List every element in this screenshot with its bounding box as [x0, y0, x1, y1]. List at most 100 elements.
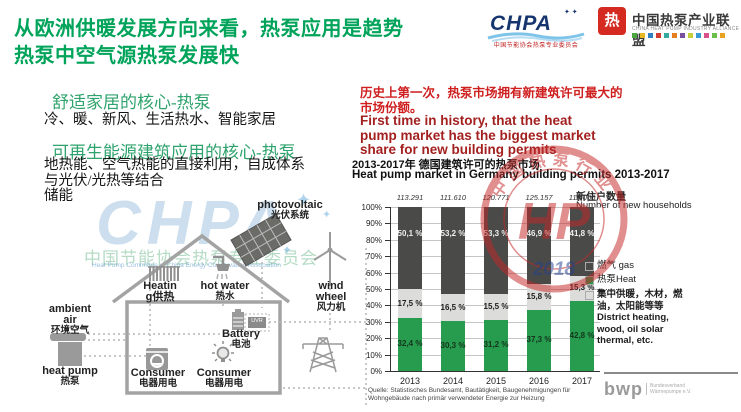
slide-title: 从欧洲供暖发展方向来看，热泵应用是趋势 热泵中空气源热泵发展快 [14, 16, 484, 70]
star-icon: ✦ ✦ [564, 9, 578, 16]
bar-segment-label: 42,8 % [569, 330, 595, 340]
star-icon: ✦ [282, 243, 293, 257]
bar-segment [484, 294, 508, 320]
bar-segment [441, 294, 465, 322]
strip-color-square [720, 33, 725, 38]
strip-color-square [680, 33, 685, 38]
bar-segment-label: 37,3 % [526, 335, 552, 345]
callout-en-line1: First time in history, that the heat [360, 113, 573, 128]
bar-segment-label: 17,5 % [397, 298, 423, 308]
callout-zh-line1: 历史上第一次，热泵市场拥有新建筑许可最大的 [360, 86, 623, 100]
house-body [125, 300, 282, 395]
legend-label: wood, oil solar [597, 323, 664, 335]
strip-color-square [640, 33, 645, 38]
left-heading-1: 舒适家居的核心-热泵 [52, 93, 211, 112]
bar-segment-label: 31,2 % [483, 340, 509, 350]
label-hot-water-en: hot water [200, 280, 250, 292]
bwp-logo-caption: Bundesverband Wärmepumpe e.V. [646, 383, 691, 395]
bar-segment [441, 207, 465, 295]
strip-color-square [656, 33, 661, 38]
label-hot-water-zh: 热水 [215, 292, 235, 302]
alliance-logo-mark-icon: 热 [598, 7, 626, 35]
left-body-2-line1: 地热能、空气热能的直接利用，自成体系 [44, 157, 305, 173]
strip-color-square [688, 33, 693, 38]
y-tick-label: 30% [365, 317, 382, 327]
y-tick [385, 338, 390, 340]
bar-total-label: 120.771 [482, 193, 510, 202]
callout-en: First time in history, that the heat pum… [360, 113, 690, 158]
slide-title-line2: 热泵中空气源热泵发展快 [14, 45, 240, 67]
y-tick [385, 321, 390, 323]
radiator-icon [148, 266, 180, 281]
label-photovoltaic-zh: 光伏系统 [270, 211, 309, 221]
left-body-2: 地热能、空气热能的直接利用，自成体系 与光伏/光热等结合 储能 [44, 157, 305, 205]
chart-note-en: Number of new households [576, 200, 692, 211]
y-tick [385, 207, 390, 208]
label-wind-line1: wind [318, 280, 344, 292]
label-battery-zh: 电池 [231, 340, 251, 350]
y-tick [385, 354, 390, 356]
y-tick-label: 70% [365, 252, 382, 262]
y-tick [385, 289, 390, 290]
bar-segment-label: 16,5 % [440, 302, 466, 312]
bar-segment-label: 15,8 % [526, 291, 552, 301]
label-consumer-2: Consumer 电器用电 [194, 368, 254, 390]
connection-lines [84, 248, 367, 406]
strip-color-square [632, 33, 637, 38]
callout-en-line2: pump market has the biggest market [360, 127, 596, 143]
gridline [390, 371, 600, 372]
bar-total-label: 125.157 [525, 193, 553, 202]
x-axis-label: 2017 [571, 376, 593, 386]
bar-segment [441, 321, 465, 371]
star-icon: ✦ [322, 209, 332, 221]
left-body-1: 冷、暖、新风、生活热水、智能家居 [44, 112, 276, 128]
label-heating-line1: Heatin [143, 280, 177, 292]
y-axis [390, 207, 392, 371]
bar-total-label: 113.291 [396, 193, 424, 202]
bar-segment-label: 50,1 % [397, 229, 423, 238]
y-tick [385, 256, 390, 258]
label-heat-pump-zh: 热泵 [60, 377, 80, 387]
bar-segment [570, 300, 594, 371]
bar-segment [398, 289, 422, 318]
bar-segment [484, 207, 508, 295]
left-body-2-line3: 储能 [44, 188, 73, 204]
bwp-caption-line1: Bundesverband [650, 383, 686, 389]
chpa-logo-caption: 中国节能协会热泵专业委员会 [493, 43, 579, 49]
label-consumer-1: Consumer 电器用电 [128, 368, 188, 390]
y-tick-label: 50% [365, 285, 382, 294]
label-consumer2-en: Consumer [196, 367, 252, 379]
bar-total-label: 111.610 [440, 193, 466, 202]
shower-icon [213, 255, 230, 280]
chpa-logo: CHPA ✦ ✦ 中国节能协会热泵专业委员会 [480, 6, 592, 50]
x-axis-label: 2015 [485, 376, 507, 386]
callout-zh: 历史上第一次，热泵市场拥有新建筑许可最大的 市场份额。 [360, 86, 690, 115]
alliance-name-en: CHINA HEAT PUMP INDUSTRY ALLIANCE [632, 26, 740, 32]
y-tick-label: 10% [365, 350, 382, 360]
solar-panel-icon [230, 213, 292, 267]
legend-label: 热泵Heat [597, 274, 637, 285]
y-tick [385, 239, 390, 241]
bar-segment-label: 15,5 % [483, 302, 509, 312]
y-tick-label: 80% [365, 235, 382, 245]
label-uvr: UVR [251, 318, 263, 324]
strip-color-square [704, 33, 709, 38]
heat-pump-icon [50, 333, 86, 366]
legend-label: thermal, etc. [597, 335, 653, 347]
slide-title-line1: 从欧洲供暖发展方向来看，热泵应用是趋势 [14, 18, 404, 40]
bar-segment [398, 207, 422, 290]
left-heading-2: 可再生能源建筑应用的核心-热泵 [52, 143, 296, 162]
bar-segment-label: 32,4 % [397, 339, 423, 349]
legend-swatch [585, 291, 594, 300]
label-ambient-line1: ambient [48, 303, 92, 315]
strip-color-square [672, 33, 677, 38]
label-ambient-line2: air [63, 314, 77, 326]
washing-machine-icon [146, 348, 168, 370]
chpa-watermark-en: Heat Pump Committee of China Energy Cons… [92, 262, 281, 269]
x-axis-label: 2014 [442, 376, 464, 386]
y-tick [385, 371, 390, 372]
y-tick [385, 305, 390, 307]
label-hot-water: hot water 热水 [195, 281, 255, 303]
label-battery-en: Battery [222, 328, 260, 340]
house-roof [111, 233, 291, 304]
